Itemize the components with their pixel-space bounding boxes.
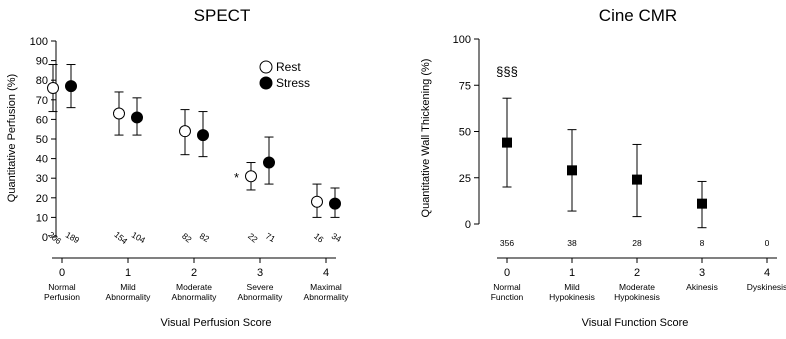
- y-axis-label: Quantitative Perfusion (%): [6, 74, 18, 202]
- y-tick-label: 100: [30, 36, 48, 48]
- sample-size-label: 82: [180, 231, 194, 245]
- x-tick-label: 2: [634, 267, 640, 279]
- sample-size-label: 356: [500, 238, 514, 248]
- y-tick-label: 20: [36, 193, 48, 205]
- category-label: Normal: [48, 282, 76, 292]
- significance-marker: §§§: [496, 64, 518, 79]
- data-point-stress: [329, 197, 341, 210]
- y-tick-label: 0: [42, 232, 48, 244]
- chart-title: Cine CMR: [599, 6, 677, 25]
- sample-size-label: 8: [700, 238, 705, 248]
- y-tick-label: 25: [459, 173, 471, 185]
- x-tick-label: 3: [257, 267, 263, 279]
- x-tick-label: 2: [191, 267, 197, 279]
- data-point: [502, 137, 512, 148]
- category-label: Moderate: [176, 282, 212, 292]
- data-point-stress: [65, 80, 77, 93]
- sample-size-label: 28: [632, 238, 642, 248]
- data-point-stress: [263, 156, 275, 169]
- category-label: Abnormality: [304, 292, 350, 302]
- data-point-stress: [197, 129, 209, 142]
- y-axis-label: Quantitative Wall Thickening (%): [420, 59, 432, 218]
- category-label: Hypokinesis: [549, 292, 595, 302]
- sample-size-label: 16: [312, 231, 326, 245]
- data-point-rest: [311, 195, 323, 208]
- data-point-rest: [179, 125, 191, 138]
- sample-size-label: 189: [64, 230, 82, 246]
- sample-size-label: 0: [765, 238, 770, 248]
- sample-size-label: 206: [46, 229, 64, 246]
- x-tick-label: 1: [125, 267, 131, 279]
- y-tick-label: 60: [36, 114, 48, 126]
- legend-label: Rest: [276, 60, 301, 74]
- x-tick-label: 4: [323, 267, 329, 279]
- category-label: Normal: [493, 282, 521, 292]
- category-label: Mild: [564, 282, 580, 292]
- x-tick-label: 3: [699, 267, 705, 279]
- category-label: Function: [491, 292, 524, 302]
- data-point-stress: [131, 111, 143, 124]
- data-point-rest: [47, 82, 59, 95]
- sample-size-label: 34: [330, 231, 343, 245]
- sample-size-label: 154: [112, 229, 130, 246]
- spect-panel: SPECT0102030405060708090100Quantitative …: [6, 6, 349, 329]
- sample-size-label: 82: [198, 231, 211, 245]
- x-tick-label: 0: [59, 267, 65, 279]
- category-label: Mild: [120, 282, 136, 292]
- significance-marker: *: [234, 170, 239, 185]
- y-tick-label: 50: [459, 127, 471, 139]
- chart-title: SPECT: [194, 6, 251, 25]
- y-tick-label: 100: [453, 34, 471, 46]
- legend-marker-stress: [259, 76, 273, 90]
- category-label: Maximal: [310, 282, 342, 292]
- category-label: Moderate: [619, 282, 655, 292]
- data-point: [567, 165, 577, 176]
- x-tick-label: 1: [569, 267, 575, 279]
- category-label: Abnormality: [106, 292, 152, 302]
- y-tick-label: 80: [36, 75, 48, 87]
- legend: Rest Stress: [259, 60, 310, 90]
- y-tick-label: 40: [36, 154, 48, 166]
- category-label: Akinesis: [686, 282, 718, 292]
- sample-size-label: 71: [264, 231, 277, 245]
- x-tick-label: 4: [764, 267, 770, 279]
- sample-size-label: 22: [246, 231, 260, 245]
- y-tick-label: 50: [36, 134, 48, 146]
- category-label: Abnormality: [238, 292, 284, 302]
- y-tick-label: 30: [36, 173, 48, 185]
- legend-label: Stress: [276, 76, 310, 90]
- sample-size-label: 38: [567, 238, 577, 248]
- data-point: [632, 174, 642, 185]
- x-tick-label: 0: [504, 267, 510, 279]
- y-tick-label: 70: [36, 95, 48, 107]
- legend-marker-rest: [259, 60, 273, 74]
- x-axis-label: Visual Function Score: [582, 317, 689, 329]
- data-point-rest: [113, 107, 125, 120]
- y-tick-label: 10: [36, 212, 48, 224]
- y-tick-label: 75: [459, 80, 471, 92]
- category-label: Dyskinesis: [747, 282, 786, 292]
- data-point-rest: [245, 170, 257, 183]
- category-label: Severe: [247, 282, 274, 292]
- y-tick-label: 90: [36, 56, 48, 68]
- sample-size-label: 104: [130, 230, 148, 246]
- category-label: Perfusion: [44, 292, 80, 302]
- data-point: [697, 198, 707, 209]
- category-label: Hypokinesis: [614, 292, 660, 302]
- y-tick-label: 0: [465, 219, 471, 231]
- category-label: Abnormality: [172, 292, 218, 302]
- x-axis-label: Visual Perfusion Score: [160, 317, 271, 329]
